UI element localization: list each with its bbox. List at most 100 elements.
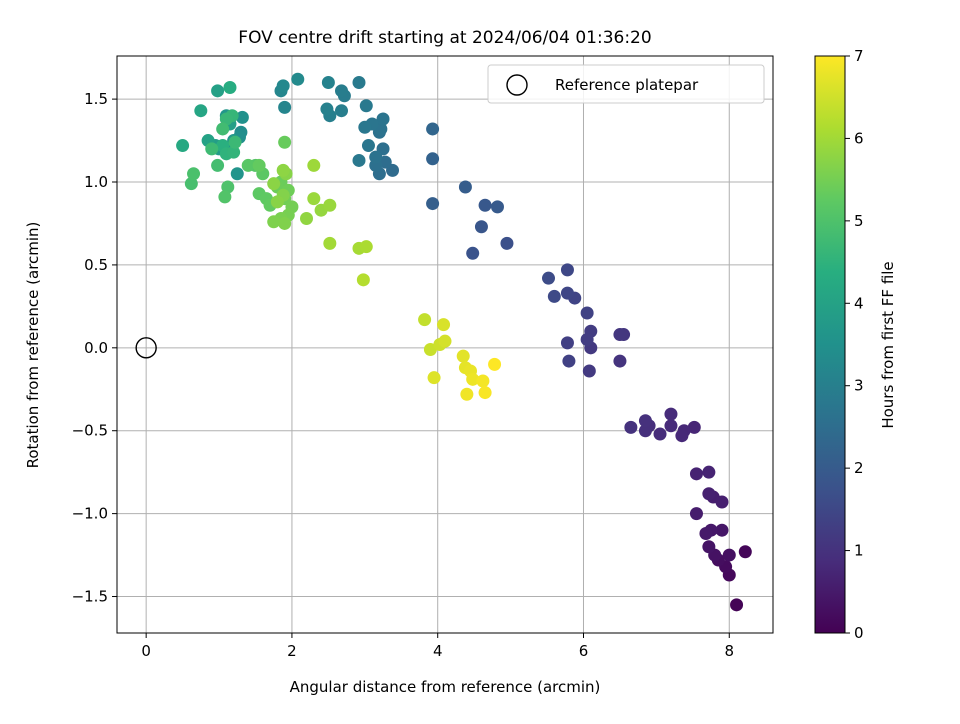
x-tick-label: 8: [724, 642, 734, 660]
data-point: [687, 420, 701, 434]
data-point: [187, 167, 201, 181]
x-tick-label: 2: [287, 642, 297, 660]
data-point: [474, 220, 488, 234]
data-point: [276, 163, 290, 177]
data-point: [361, 139, 375, 153]
y-tick-label: −0.5: [72, 422, 108, 440]
colorbar-tick-label: 1: [854, 542, 864, 560]
data-point: [307, 158, 321, 172]
x-axis-label: Angular distance from reference (arcmin): [290, 678, 601, 696]
chart-title: FOV centre drift starting at 2024/06/04 …: [238, 28, 651, 48]
data-point: [738, 545, 752, 559]
data-point: [267, 215, 281, 229]
data-point: [638, 424, 652, 438]
data-point: [580, 306, 594, 320]
colorbar-tick-label: 4: [854, 294, 864, 312]
data-point: [460, 387, 474, 401]
data-point: [562, 354, 576, 368]
colorbar: 0 1 2 3 4 5 6 7 Hours from first FF file: [814, 47, 897, 642]
data-point: [715, 495, 729, 509]
data-point: [466, 246, 480, 260]
data-point: [542, 271, 556, 285]
y-tick-label: 1.5: [84, 90, 108, 108]
data-point: [664, 419, 678, 433]
data-point: [664, 407, 678, 421]
data-point: [276, 79, 290, 93]
data-point: [358, 120, 372, 134]
data-point: [334, 84, 348, 98]
colorbar-tick-label: 0: [854, 624, 864, 642]
data-point: [216, 122, 230, 136]
data-point: [356, 273, 370, 287]
data-point: [194, 104, 208, 118]
y-tick-label: 0.5: [84, 256, 108, 274]
data-point: [221, 180, 235, 194]
data-point: [476, 374, 490, 388]
data-point: [307, 192, 321, 206]
data-point: [219, 112, 233, 126]
data-point: [300, 211, 314, 225]
data-point: [352, 153, 366, 167]
data-point: [320, 102, 334, 116]
data-point: [426, 197, 440, 211]
data-point: [241, 158, 255, 172]
data-point: [278, 100, 292, 114]
x-tick-label: 0: [141, 642, 151, 660]
data-point: [488, 357, 502, 371]
data-point: [252, 158, 266, 172]
data-point: [438, 334, 452, 348]
reference-marker: [135, 337, 157, 359]
colorbar-tick-label: 7: [854, 47, 864, 65]
legend: Reference platepar: [487, 64, 765, 104]
data-point: [376, 112, 390, 126]
data-point: [176, 139, 190, 153]
data-point: [235, 110, 249, 124]
data-point: [227, 145, 241, 159]
data-point: [184, 177, 198, 191]
colorbar-ticks: 0 1 2 3 4 5 6 7: [845, 47, 864, 642]
data-point: [560, 336, 574, 350]
data-point: [653, 427, 667, 441]
data-point: [624, 420, 638, 434]
data-points: [176, 72, 752, 612]
data-point: [689, 507, 703, 521]
colorbar-tick-label: 2: [854, 459, 864, 477]
data-point: [500, 236, 514, 250]
x-axis-ticks: 0 2 4 6 8: [141, 633, 734, 660]
data-point: [458, 180, 472, 194]
data-point: [490, 200, 504, 214]
legend-reference-marker: [506, 74, 528, 96]
colorbar-tick-label: 5: [854, 212, 864, 230]
data-point: [278, 216, 292, 230]
data-point: [560, 286, 574, 300]
data-point: [478, 198, 492, 212]
data-point: [638, 414, 652, 428]
data-point: [675, 429, 689, 443]
data-point: [582, 364, 596, 378]
data-point: [560, 263, 574, 277]
data-point: [205, 142, 219, 156]
y-tick-label: −1.0: [72, 505, 108, 523]
data-point: [699, 527, 713, 541]
x-tick-label: 6: [579, 642, 589, 660]
data-point: [418, 313, 432, 327]
data-point: [359, 240, 373, 254]
colorbar-gradient: [814, 55, 846, 634]
data-point: [730, 598, 744, 612]
y-tick-label: −1.5: [72, 588, 108, 606]
data-point: [218, 190, 232, 204]
data-point: [702, 465, 716, 479]
data-point: [323, 198, 337, 212]
data-point: [722, 548, 736, 562]
y-tick-label: 1.0: [84, 173, 108, 191]
data-point: [580, 333, 594, 347]
data-point: [359, 99, 373, 113]
colorbar-tick-label: 6: [854, 129, 864, 147]
data-point: [369, 150, 383, 164]
x-tick-label: 4: [433, 642, 443, 660]
data-point: [547, 289, 561, 303]
data-point: [456, 349, 470, 363]
data-point: [613, 354, 627, 368]
data-point: [426, 152, 440, 166]
